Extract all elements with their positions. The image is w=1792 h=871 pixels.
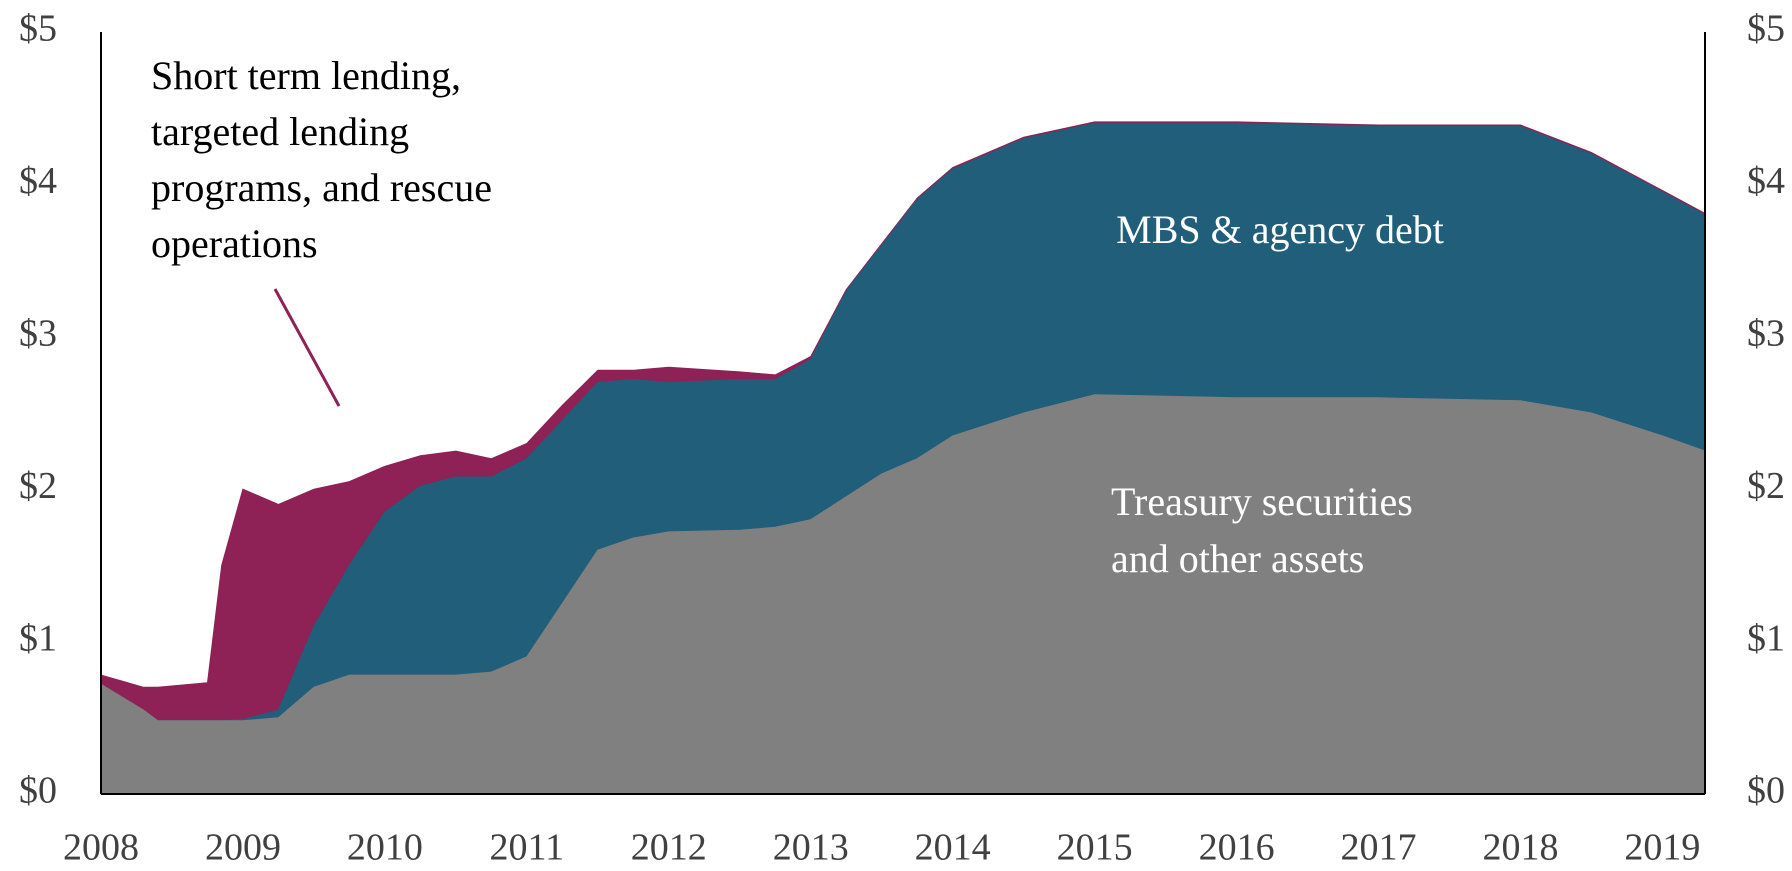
x-tick-label: 2009	[205, 827, 281, 869]
y2-tick-label: $1	[1747, 617, 1785, 659]
y2-tick-label: $3	[1747, 313, 1785, 355]
x-tick-label: 2017	[1341, 827, 1417, 869]
annotation: Treasury securities	[1111, 479, 1413, 524]
y2-tick-label: $0	[1747, 770, 1785, 812]
x-tick-label: 2012	[631, 827, 707, 869]
x-tick-label: 2014	[915, 827, 991, 869]
x-tick-label: 2010	[347, 827, 423, 869]
x-tick-label: 2018	[1482, 827, 1558, 869]
annotation: MBS & agency debt	[1116, 207, 1444, 252]
annotation: Short term lending,	[151, 53, 461, 98]
y2-tick-label: $4	[1747, 160, 1785, 202]
annotation: operations	[151, 221, 318, 266]
y-tick-label: $2	[19, 465, 57, 507]
x-tick-label: 2016	[1199, 827, 1275, 869]
x-tick-label: 2015	[1057, 827, 1133, 869]
y-tick-label: $3	[19, 313, 57, 355]
y2-tick-label: $5	[1747, 8, 1785, 50]
x-tick-label: 2013	[773, 827, 849, 869]
x-tick-label: 2008	[63, 827, 139, 869]
annotation-pointer	[273, 288, 341, 407]
y-tick-label: $0	[19, 770, 57, 812]
y-tick-label: $4	[19, 160, 57, 202]
annotation: and other assets	[1111, 536, 1364, 581]
y2-tick-label: $2	[1747, 465, 1785, 507]
y-tick-label: $1	[19, 617, 57, 659]
annotation: targeted lending	[151, 109, 409, 154]
y-tick-label: $5	[19, 8, 57, 50]
annotation: programs, and rescue	[151, 165, 492, 210]
x-tick-label: 2011	[490, 827, 565, 869]
x-tick-label: 2019	[1624, 827, 1700, 869]
